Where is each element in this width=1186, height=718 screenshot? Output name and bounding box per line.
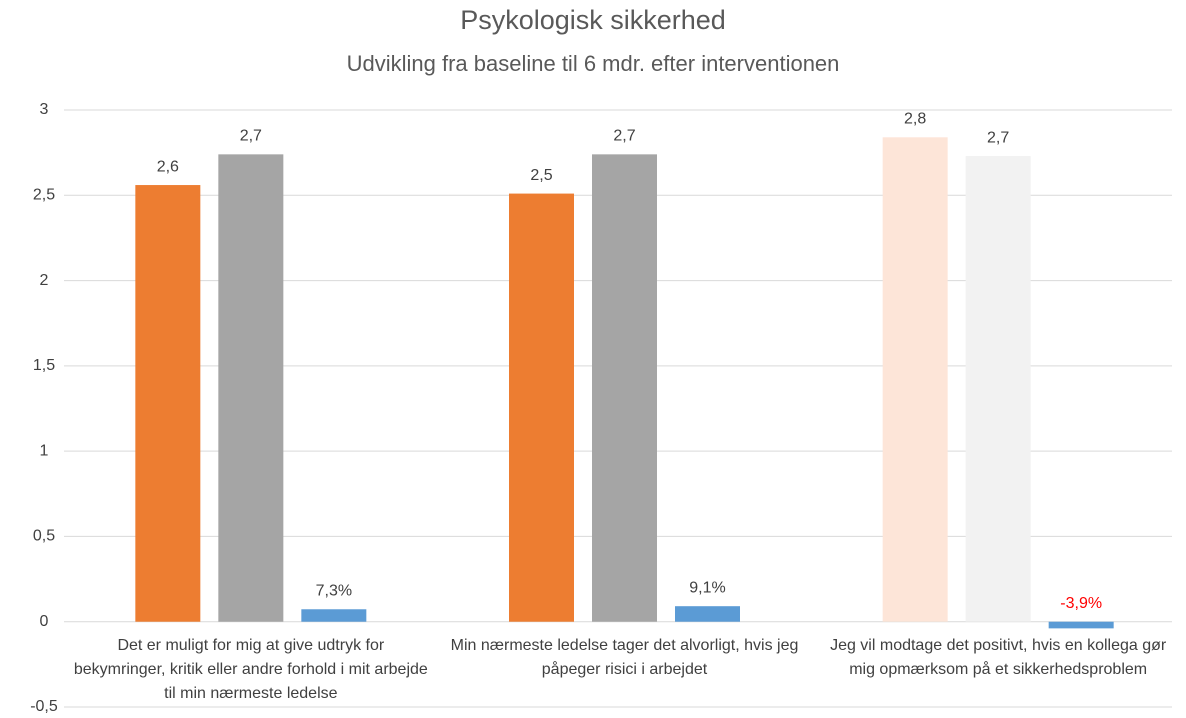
bar: [1048, 621, 1114, 629]
y-tick-label: -0,5: [30, 698, 58, 715]
data-label: 2,5: [530, 167, 552, 184]
x-tick-label: Det er muligt for mig at give udtryk for…: [73, 637, 428, 702]
data-label: 2,7: [987, 129, 1009, 146]
data-label: -3,9%: [1060, 595, 1102, 612]
bar: [675, 606, 740, 622]
y-tick-label: 0,5: [33, 528, 55, 545]
data-label: 2,6: [157, 158, 179, 175]
bar: [592, 154, 657, 622]
bar: [135, 185, 201, 622]
bar: [965, 156, 1031, 622]
bar: [509, 193, 574, 622]
data-label: 2,7: [240, 128, 262, 145]
y-tick-label: 1: [40, 442, 49, 459]
y-tick-label: 3: [40, 101, 49, 118]
y-tick-label: 1,5: [33, 357, 55, 374]
bar: [218, 154, 284, 622]
data-label: 9,1%: [689, 579, 725, 596]
data-label: 2,7: [613, 128, 635, 145]
bar: [301, 609, 367, 622]
y-tick-label: 0: [40, 613, 49, 630]
x-tick-label: Min nærmeste ledelse tager det alvorligt…: [450, 637, 799, 678]
y-tick-label: 2,5: [33, 187, 55, 204]
x-tick-label: Jeg vil modtage det positivt, hvis en ko…: [830, 637, 1167, 678]
data-label: 7,3%: [316, 582, 352, 599]
bar: [882, 137, 948, 622]
chart-title: Psykologisk sikkerhed: [460, 5, 726, 35]
data-label: 2,8: [904, 111, 926, 128]
chart-subtitle: Udvikling fra baseline til 6 mdr. efter …: [347, 51, 840, 76]
y-tick-label: 2: [40, 272, 49, 289]
